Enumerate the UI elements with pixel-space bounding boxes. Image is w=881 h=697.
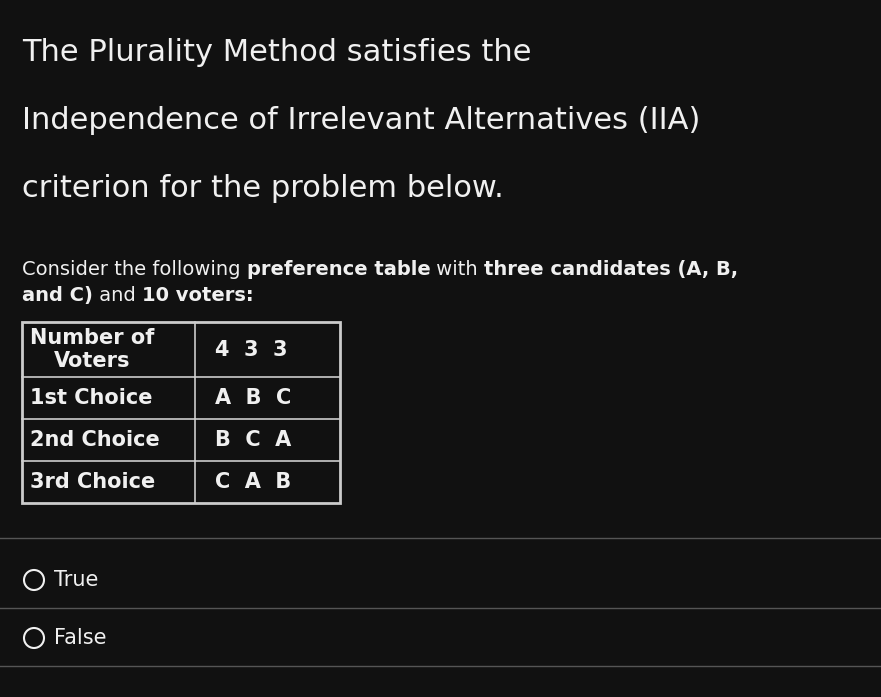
Text: preference table: preference table bbox=[247, 260, 431, 279]
Text: 10 voters:: 10 voters: bbox=[142, 286, 254, 305]
Text: Consider the following: Consider the following bbox=[22, 260, 247, 279]
Text: C  A  B: C A B bbox=[215, 472, 292, 492]
Text: 2nd Choice: 2nd Choice bbox=[30, 430, 159, 450]
Text: 3rd Choice: 3rd Choice bbox=[30, 472, 155, 492]
Text: 1st Choice: 1st Choice bbox=[30, 388, 152, 408]
Bar bbox=[22, 322, 340, 503]
Text: with: with bbox=[431, 260, 485, 279]
Text: The Plurality Method satisfies the: The Plurality Method satisfies the bbox=[22, 38, 531, 67]
Text: three candidates (A, B,: three candidates (A, B, bbox=[485, 260, 738, 279]
Text: B  C  A: B C A bbox=[215, 430, 292, 450]
Text: 4  3  3: 4 3 3 bbox=[215, 339, 287, 360]
Text: A  B  C: A B C bbox=[215, 388, 292, 408]
Text: False: False bbox=[54, 628, 107, 648]
Text: Independence of Irrelevant Alternatives (IIA): Independence of Irrelevant Alternatives … bbox=[22, 106, 700, 135]
Text: and C): and C) bbox=[22, 286, 93, 305]
Text: Number of
Voters: Number of Voters bbox=[30, 328, 154, 371]
Text: criterion for the problem below.: criterion for the problem below. bbox=[22, 174, 504, 203]
Text: and: and bbox=[93, 286, 142, 305]
Text: True: True bbox=[54, 570, 99, 590]
